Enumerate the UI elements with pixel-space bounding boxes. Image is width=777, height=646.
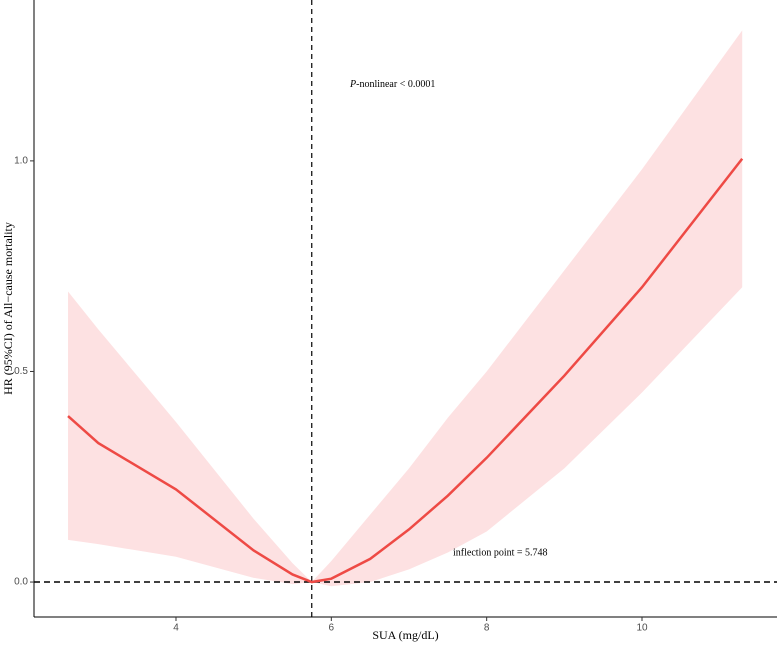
- y-tick-label: 0.0: [14, 577, 28, 588]
- p-italic: P: [349, 79, 356, 90]
- x-tick-label: 4: [173, 623, 179, 634]
- p-annotation: P-nonlinear < 0.0001: [349, 79, 435, 90]
- y-tick-label: 1.0: [14, 156, 28, 167]
- y-tick-label: 0.5: [14, 366, 28, 377]
- confidence-band: [68, 30, 743, 587]
- x-tick-label: 6: [329, 623, 335, 634]
- x-tick-label: 8: [484, 623, 490, 634]
- p-rest: -nonlinear < 0.0001: [356, 79, 435, 90]
- curve: [67, 158, 744, 584]
- x-tick-label: 10: [636, 623, 648, 634]
- inflection-annotation: inflection point = 5.748: [453, 547, 548, 558]
- x-axis-title: SUA (mg/dL): [372, 628, 438, 642]
- y-axis-title: HR (95%CI) of All−cause mortality: [1, 222, 15, 395]
